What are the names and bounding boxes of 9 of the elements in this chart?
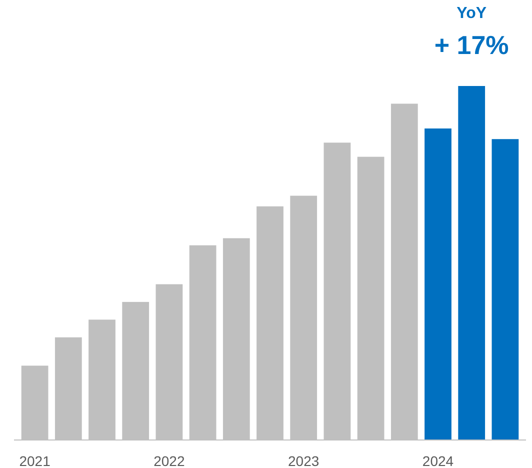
bar — [492, 139, 519, 440]
bar — [458, 86, 486, 440]
text: YoY — [456, 5, 487, 22]
text: + 17% — [434, 30, 509, 60]
x-tick-label: 2022 — [154, 453, 185, 468]
x-tick-label: 2021 — [19, 453, 51, 468]
x-tick-label: 2023 — [288, 453, 320, 468]
bar — [424, 128, 452, 440]
x-tick-label: 2024 — [422, 453, 454, 468]
